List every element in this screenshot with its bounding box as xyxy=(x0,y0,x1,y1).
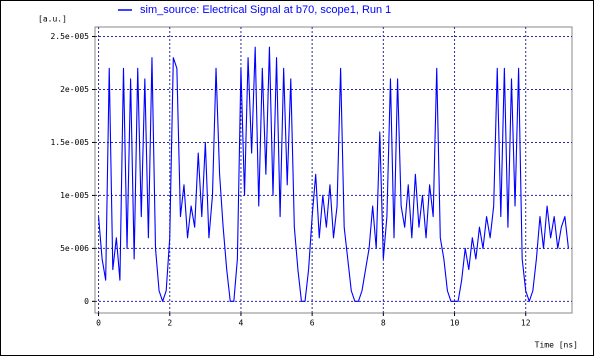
legend-label: sim_source: Electrical Signal at b70, sc… xyxy=(140,4,391,16)
x-tick-label: 4 xyxy=(239,319,244,328)
x-tick-label: 6 xyxy=(310,319,315,328)
y-tick-label: 2.5e-005 xyxy=(50,32,89,41)
x-tick-label: 8 xyxy=(381,319,386,328)
x-tick-label: 12 xyxy=(521,319,531,328)
y-tick-label: 5e-006 xyxy=(60,244,89,253)
series-line xyxy=(98,46,569,302)
y-tick-label: 1e-005 xyxy=(60,191,89,200)
y-axis-label: [a.u.] xyxy=(38,15,67,24)
x-axis-label: Time [ns] xyxy=(535,341,578,350)
x-tick-label: 2 xyxy=(167,319,172,328)
x-tick-label: 0 xyxy=(96,319,101,328)
plot-area xyxy=(94,26,573,314)
y-tick-label: 0 xyxy=(84,297,89,306)
x-tick-label: 10 xyxy=(450,319,460,328)
y-tick-label: 1.5e-005 xyxy=(50,138,89,147)
y-tick-label: 2e-005 xyxy=(60,85,89,94)
